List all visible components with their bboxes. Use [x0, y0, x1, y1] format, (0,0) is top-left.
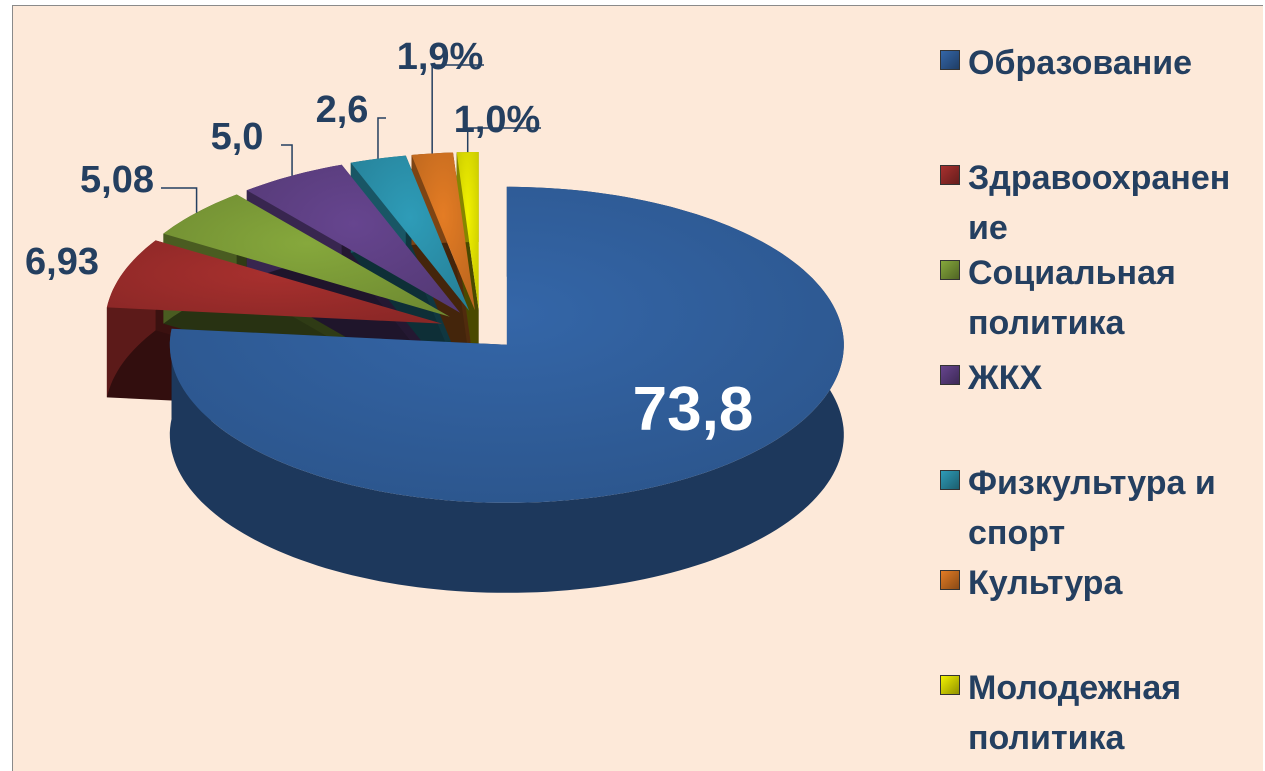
legend-item: Молодежная политика — [940, 663, 1250, 763]
data-label: 1,0% — [454, 99, 541, 141]
slice — [106, 240, 443, 324]
legend-label: Здравоохранение — [968, 159, 1231, 247]
slice — [169, 186, 844, 503]
leader-line — [466, 127, 541, 153]
legend-swatch — [940, 260, 960, 280]
data-label: 1,9% — [397, 36, 484, 78]
legend-label: Физкультура и спорт — [968, 464, 1216, 552]
legend-swatch — [940, 50, 960, 70]
leader-line — [281, 144, 293, 176]
legend-swatch — [940, 570, 960, 590]
slice — [246, 164, 461, 313]
legend-label: Образование — [968, 44, 1193, 82]
data-label: 5,0 — [211, 116, 264, 158]
legend-item: Культура — [940, 558, 1250, 608]
leader-line — [431, 64, 484, 154]
slice — [411, 152, 475, 311]
legend-swatch — [940, 165, 960, 185]
legend-label: Молодежная политика — [968, 669, 1182, 757]
legend-label: ЖКХ — [968, 359, 1043, 397]
legend-label: Культура — [968, 564, 1123, 602]
legend-item: Здравоохранение — [940, 153, 1250, 253]
slice — [163, 194, 450, 317]
slice — [350, 155, 470, 311]
legend-swatch — [940, 470, 960, 490]
legend-item: ЖКХ — [940, 353, 1250, 403]
data-label: 6,93 — [25, 241, 99, 283]
legend-item: Физкультура и спорт — [940, 458, 1250, 558]
legend-swatch — [940, 675, 960, 695]
leader-line — [161, 187, 198, 213]
legend-item: Социальная политика — [940, 248, 1250, 348]
data-label: 73,8 — [633, 375, 754, 444]
legend-label: Социальная политика — [968, 254, 1176, 342]
slice — [456, 152, 479, 310]
data-label: 2,6 — [316, 89, 369, 131]
legend-item: Образование — [940, 38, 1250, 88]
leader-line — [377, 117, 386, 159]
legend-swatch — [940, 365, 960, 385]
data-label: 5,08 — [80, 159, 154, 201]
